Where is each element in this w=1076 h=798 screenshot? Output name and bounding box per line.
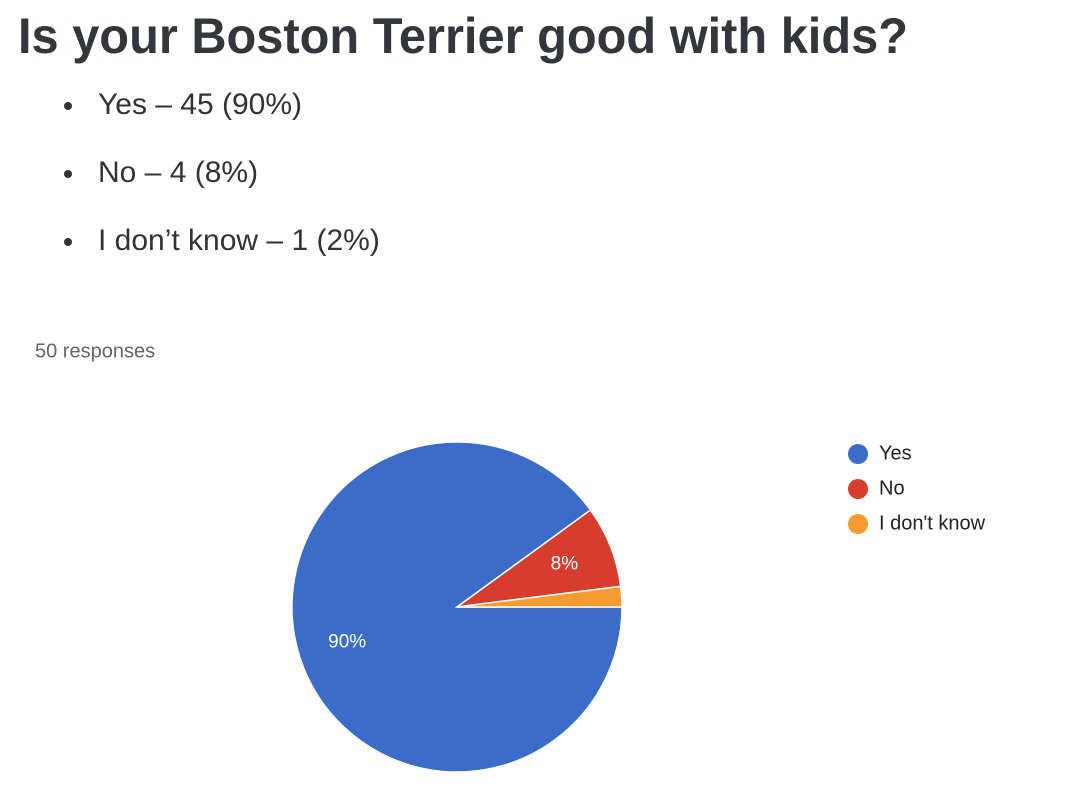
bullet-text: Yes – 45 (90%) — [98, 88, 302, 121]
bullet-text: I don’t know – 1 (2%) — [98, 224, 380, 257]
chart-subtitle: 50 responses — [35, 340, 155, 362]
slice-label: 8% — [551, 553, 579, 574]
legend-label: No — [879, 477, 905, 499]
legend-swatch — [848, 479, 868, 499]
bullet-dot — [64, 102, 72, 110]
title: Is your Boston Terrier good with kids? — [18, 8, 908, 64]
legend-swatch — [848, 514, 868, 534]
legend-swatch — [848, 444, 868, 464]
bullet-list: Yes – 45 (90%) No – 4 (8%) I don’t know – … — [64, 88, 380, 257]
legend-label: Yes — [879, 442, 912, 464]
bullet-dot — [64, 238, 72, 246]
pie-slice — [456, 585, 623, 608]
bullet-text: No – 4 (8%) — [98, 156, 258, 189]
legend-label: I don't know — [879, 512, 986, 534]
pie-chart: 90% 8% Yes No I don't know — [291, 441, 986, 773]
slice-label: 90% — [328, 632, 366, 653]
bullet-dot — [64, 170, 72, 178]
